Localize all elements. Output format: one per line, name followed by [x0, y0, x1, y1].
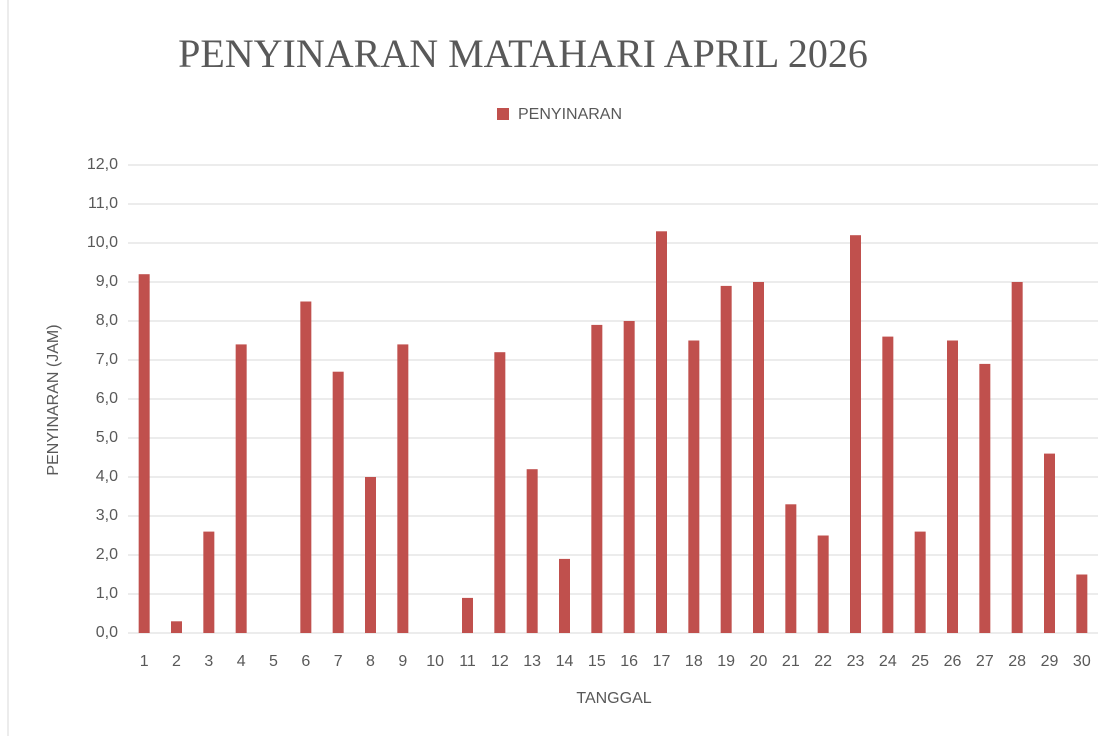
x-tick-label: 27 — [976, 653, 994, 670]
bar — [1044, 453, 1055, 633]
x-tick-label: 29 — [1041, 653, 1059, 670]
y-tick-label: 10,0 — [87, 234, 118, 251]
y-tick-label: 6,0 — [96, 390, 118, 407]
x-tick-label: 30 — [1073, 653, 1091, 670]
y-tick-label: 2,0 — [96, 546, 118, 563]
x-tick-label: 2 — [172, 653, 181, 670]
y-tick-label: 3,0 — [96, 507, 118, 524]
x-tick-label: 13 — [523, 653, 541, 670]
y-tick-label: 1,0 — [96, 585, 118, 602]
bar — [462, 597, 473, 633]
x-tick-label: 22 — [814, 653, 832, 670]
bar — [1011, 282, 1023, 633]
x-tick-label: 16 — [620, 653, 638, 670]
x-tick-label: 24 — [879, 653, 897, 670]
bar — [494, 352, 506, 633]
bar — [753, 282, 764, 633]
x-tick-label: 1 — [140, 653, 149, 670]
y-tick-label: 12,0 — [87, 156, 118, 173]
bar — [785, 504, 797, 633]
bar — [656, 231, 667, 634]
x-tick-label: 15 — [588, 653, 606, 670]
x-tick-label: 18 — [685, 653, 703, 670]
bar — [171, 621, 182, 633]
x-tick-label: 14 — [556, 653, 574, 670]
x-tick-label: 4 — [237, 653, 246, 670]
bar — [397, 344, 409, 633]
bar — [979, 363, 991, 633]
x-tick-label: 19 — [717, 653, 735, 670]
y-tick-label: 9,0 — [96, 273, 118, 290]
x-tick-label: 6 — [301, 653, 310, 670]
bar — [559, 558, 570, 633]
x-tick-label: 11 — [459, 653, 476, 670]
x-tick-label: 17 — [653, 653, 671, 670]
bar — [332, 371, 344, 633]
bar — [365, 477, 376, 633]
bar — [526, 469, 538, 633]
y-tick-label: 0,0 — [96, 624, 118, 641]
bar — [817, 535, 829, 633]
bar — [882, 336, 894, 633]
bar — [1076, 574, 1088, 633]
x-tick-label: 9 — [398, 653, 407, 670]
y-tick-label: 5,0 — [96, 429, 118, 446]
x-tick-label: 28 — [1008, 653, 1026, 670]
x-tick-label: 5 — [269, 653, 278, 670]
legend-label: PENYINARAN — [518, 106, 622, 123]
bar — [300, 301, 312, 633]
x-tick-label: 20 — [750, 653, 768, 670]
x-tick-label: 21 — [782, 653, 800, 670]
chart-title: PENYINARAN MATAHARI APRIL 2026 — [178, 31, 868, 76]
x-tick-label: 3 — [204, 653, 213, 670]
x-tick-label: 26 — [944, 653, 962, 670]
bar — [203, 531, 215, 633]
y-tick-label: 11,0 — [88, 195, 118, 212]
x-tick-label: 7 — [334, 653, 343, 670]
bar — [914, 531, 926, 633]
bar — [850, 235, 861, 633]
x-tick-label: 23 — [847, 653, 865, 670]
bar — [138, 274, 150, 633]
y-axis-label: PENYINARAN (JAM) — [45, 324, 62, 475]
bar — [591, 324, 603, 633]
legend-swatch — [497, 108, 509, 120]
bar — [623, 321, 635, 633]
bar — [720, 285, 732, 633]
bar — [947, 340, 958, 633]
x-tick-label: 12 — [491, 653, 509, 670]
y-tick-label: 4,0 — [96, 468, 118, 485]
y-tick-label: 7,0 — [96, 351, 118, 368]
x-tick-label: 25 — [911, 653, 929, 670]
x-axis-label: TANGGAL — [576, 690, 651, 707]
x-tick-label: 8 — [366, 653, 375, 670]
bar — [235, 344, 247, 633]
x-tick-label: 10 — [426, 653, 444, 670]
y-tick-label: 8,0 — [96, 312, 118, 329]
bar — [688, 340, 700, 633]
